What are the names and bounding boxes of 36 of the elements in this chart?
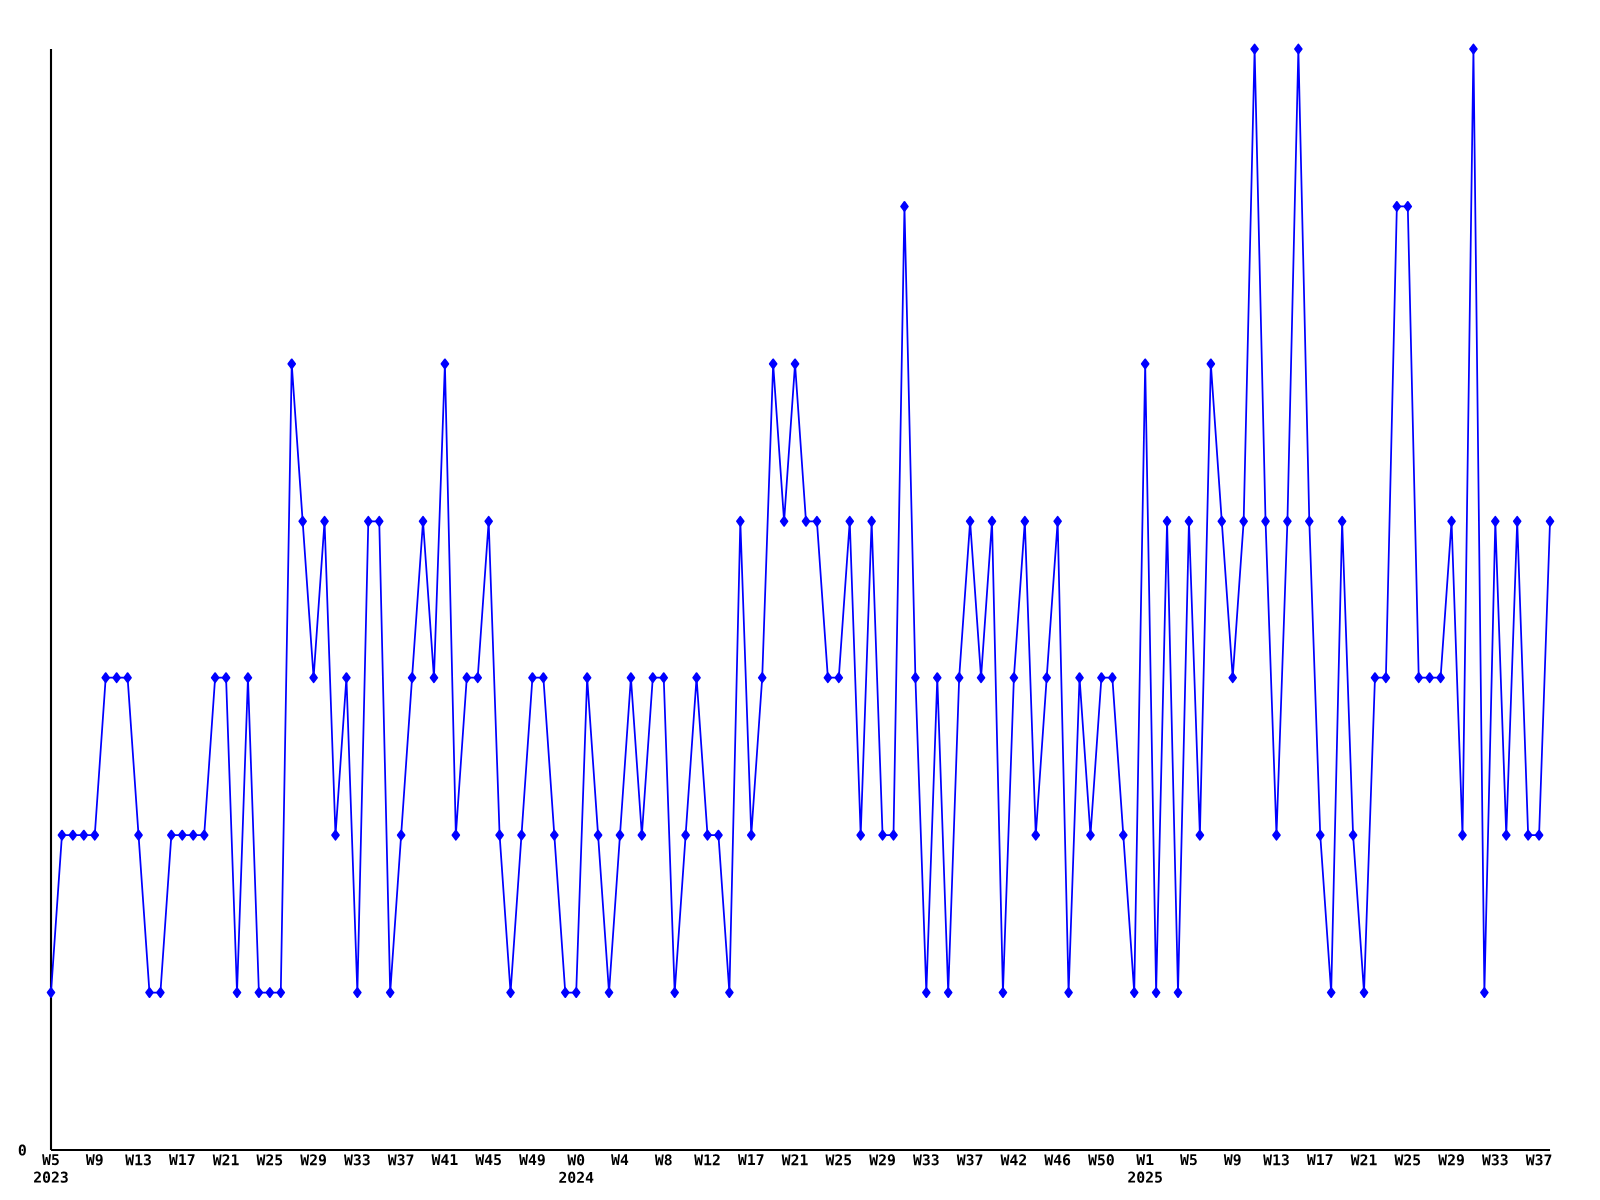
x-tick-label: W37 bbox=[956, 1154, 983, 1166]
x-tick-label: W4 bbox=[611, 1154, 629, 1165]
x-tick-label: W17 bbox=[737, 1154, 764, 1165]
x-tick-label: W33 bbox=[1481, 1154, 1508, 1166]
x-tick-label: W5 2023 bbox=[34, 1154, 68, 1183]
x-tick-label: W42 bbox=[1000, 1154, 1026, 1166]
x-tick-label: W49 bbox=[519, 1154, 545, 1166]
x-tick-label: W21 bbox=[1350, 1154, 1377, 1166]
x-tick-label: W29 bbox=[300, 1154, 326, 1166]
x-tick-label: W37 bbox=[1525, 1154, 1552, 1166]
x-tick-label: W5 bbox=[1180, 1154, 1197, 1166]
x-tick-label: W45 bbox=[475, 1154, 501, 1166]
x-tick-label: W9 bbox=[85, 1154, 103, 1166]
x-tick-label: W41 bbox=[431, 1154, 458, 1165]
x-tick-label: W33 bbox=[344, 1154, 370, 1166]
x-tick-label: W8 bbox=[654, 1154, 672, 1166]
x-tick-label: W1 2025 bbox=[1128, 1154, 1162, 1183]
x-tick-label: W21 bbox=[781, 1154, 808, 1166]
x-tick-label: W37 bbox=[387, 1154, 414, 1166]
x-tick-label: W0 2024 bbox=[559, 1154, 594, 1183]
x-tick-label: W17 bbox=[168, 1154, 195, 1165]
x-tick-label: W29 bbox=[869, 1154, 895, 1166]
x-tick-label: W29 bbox=[1438, 1154, 1464, 1166]
x-tick-label: W25 bbox=[256, 1154, 283, 1166]
x-tick-label: W12 bbox=[694, 1154, 720, 1166]
x-tick-label: W50 bbox=[1088, 1154, 1114, 1166]
text: 0 bbox=[18, 1144, 26, 1156]
x-tick-label: W17 bbox=[1306, 1154, 1333, 1165]
x-tick-label: W33 bbox=[913, 1154, 939, 1166]
x-tick-label: W13 bbox=[1263, 1154, 1289, 1166]
x-tick-label: W9 bbox=[1223, 1154, 1241, 1166]
x-tick-label: W25 bbox=[1394, 1154, 1421, 1166]
x-tick-label: W21 bbox=[212, 1154, 239, 1166]
x-tick-label: W25 bbox=[825, 1154, 852, 1166]
x-tick-label: W13 bbox=[125, 1154, 151, 1166]
x-tick-label: W46 bbox=[1044, 1154, 1071, 1166]
